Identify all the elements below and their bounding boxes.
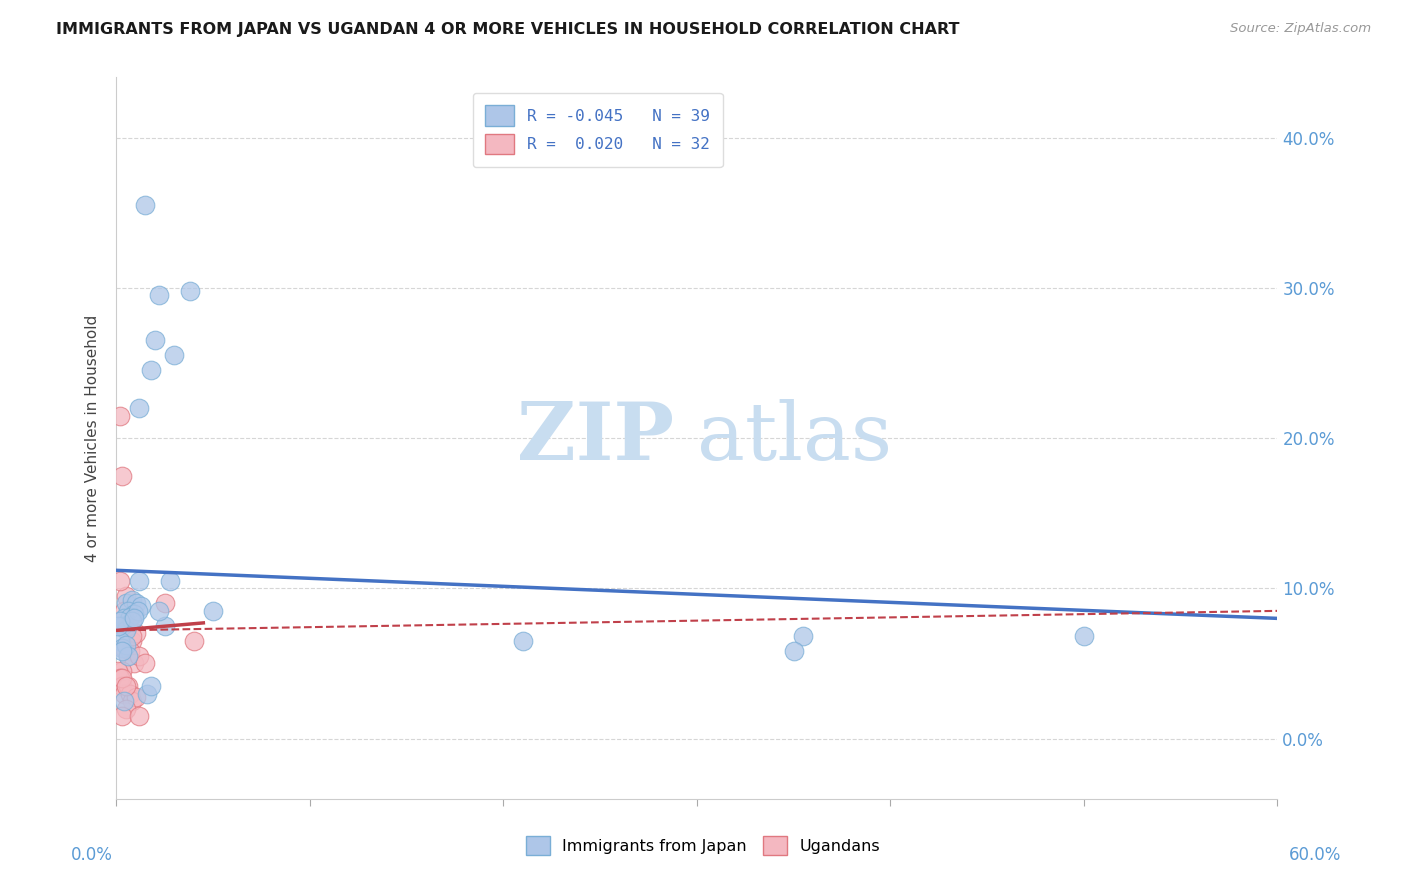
Point — [153, 596, 176, 610]
Point — [134, 198, 156, 212]
Legend: Immigrants from Japan, Ugandans: Immigrants from Japan, Ugandans — [519, 830, 887, 862]
Text: atlas: atlas — [697, 399, 891, 477]
Point — [143, 334, 166, 348]
Point — [117, 648, 139, 663]
Point — [111, 468, 134, 483]
Point — [112, 686, 135, 700]
Point — [512, 634, 534, 648]
Point — [108, 634, 131, 648]
Point — [111, 679, 134, 693]
Point — [121, 694, 143, 708]
Point — [107, 619, 129, 633]
Text: IMMIGRANTS FROM JAPAN VS UGANDAN 4 OR MORE VEHICLES IN HOUSEHOLD CORRELATION CHA: IMMIGRANTS FROM JAPAN VS UGANDAN 4 OR MO… — [56, 22, 960, 37]
Point — [122, 611, 145, 625]
Point — [122, 657, 145, 671]
Point — [111, 644, 134, 658]
Point — [134, 657, 156, 671]
Point — [163, 348, 186, 362]
Point — [148, 604, 170, 618]
Point — [111, 641, 134, 656]
Point — [107, 664, 129, 678]
Point — [117, 679, 139, 693]
Text: Source: ZipAtlas.com: Source: ZipAtlas.com — [1230, 22, 1371, 36]
Point — [782, 644, 804, 658]
Point — [112, 694, 135, 708]
Point — [124, 626, 146, 640]
Point — [136, 686, 159, 700]
Point — [124, 690, 146, 704]
Point — [127, 604, 149, 618]
Point — [118, 686, 141, 700]
Point — [108, 672, 131, 686]
Point — [202, 604, 225, 618]
Point — [792, 629, 814, 643]
Point — [153, 619, 176, 633]
Point — [108, 409, 131, 423]
Point — [112, 641, 135, 656]
Point — [117, 619, 139, 633]
Point — [159, 574, 181, 588]
Text: 60.0%: 60.0% — [1288, 846, 1341, 863]
Point — [121, 593, 143, 607]
Point — [115, 624, 138, 638]
Point — [139, 363, 162, 377]
Point — [128, 574, 150, 588]
Point — [117, 604, 139, 618]
Point — [118, 610, 141, 624]
Legend: R = -0.045   N = 39, R =  0.020   N = 32: R = -0.045 N = 39, R = 0.020 N = 32 — [472, 93, 723, 167]
Point — [108, 574, 131, 588]
Point — [122, 607, 145, 621]
Point — [128, 648, 150, 663]
Point — [111, 672, 134, 686]
Point — [115, 639, 138, 653]
Point — [124, 596, 146, 610]
Point — [1073, 629, 1095, 643]
Point — [111, 619, 134, 633]
Point — [115, 679, 138, 693]
Point — [118, 644, 141, 658]
Point — [148, 288, 170, 302]
Text: 0.0%: 0.0% — [70, 846, 112, 863]
Point — [115, 701, 138, 715]
Point — [108, 615, 131, 629]
Point — [121, 615, 143, 629]
Point — [115, 596, 138, 610]
Point — [128, 709, 150, 723]
Point — [112, 604, 135, 618]
Point — [131, 599, 153, 614]
Y-axis label: 4 or more Vehicles in Household: 4 or more Vehicles in Household — [86, 315, 100, 562]
Point — [183, 634, 205, 648]
Point — [112, 611, 135, 625]
Point — [128, 401, 150, 415]
Point — [179, 284, 201, 298]
Text: ZIP: ZIP — [516, 399, 673, 477]
Point — [115, 619, 138, 633]
Point — [111, 664, 134, 678]
Point — [115, 589, 138, 603]
Point — [117, 648, 139, 663]
Point — [121, 629, 143, 643]
Point — [121, 634, 143, 648]
Point — [111, 709, 134, 723]
Point — [139, 679, 162, 693]
